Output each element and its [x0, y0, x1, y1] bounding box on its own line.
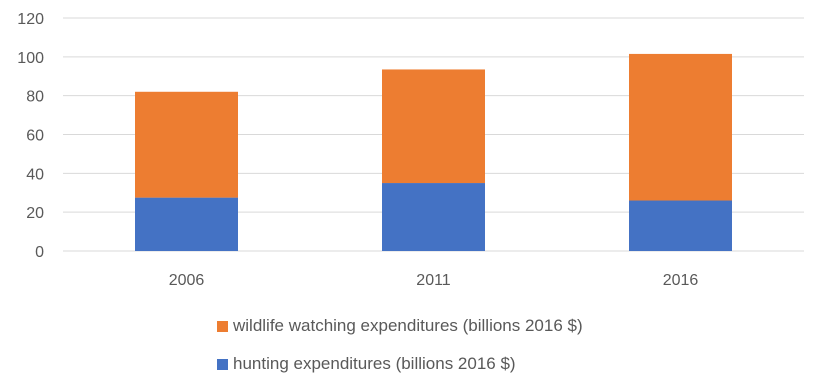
- x-tick-label: 2006: [169, 272, 205, 289]
- legend-item-wildlife-watching: wildlife watching expenditures (billions…: [217, 316, 583, 336]
- bars: [135, 53, 732, 251]
- y-tick-label: 20: [26, 205, 44, 222]
- x-tick-label: 2011: [416, 272, 451, 289]
- bar-wildlife-watching-2011: [382, 69, 485, 184]
- legend-swatch-wildlife-watching: [217, 320, 228, 332]
- x-axis-ticks: 2006 2011 2016: [169, 272, 699, 289]
- legend-swatch-hunting: [217, 358, 228, 370]
- bar-hunting-2016: [629, 200, 732, 251]
- y-tick-label: 80: [26, 89, 44, 106]
- bar-wildlife-watching-2016: [629, 53, 732, 201]
- bar-hunting-2011: [382, 183, 485, 251]
- y-tick-label: 40: [26, 166, 44, 183]
- y-axis-ticks: 0 20 40 60 80 100 120: [17, 11, 44, 261]
- y-tick-label: 100: [17, 50, 44, 67]
- y-tick-label: 120: [17, 11, 44, 28]
- bar-hunting-2006: [135, 197, 238, 251]
- x-tick-label: 2016: [663, 272, 699, 289]
- bar-wildlife-watching-2006: [135, 91, 238, 198]
- legend-label-wildlife-watching: wildlife watching expenditures (billions…: [233, 316, 583, 335]
- legend-item-hunting: hunting expenditures (billions 2016 $): [217, 354, 516, 374]
- legend-label-hunting: hunting expenditures (billions 2016 $): [233, 354, 516, 373]
- y-tick-label: 0: [35, 244, 44, 261]
- y-tick-label: 60: [26, 128, 44, 145]
